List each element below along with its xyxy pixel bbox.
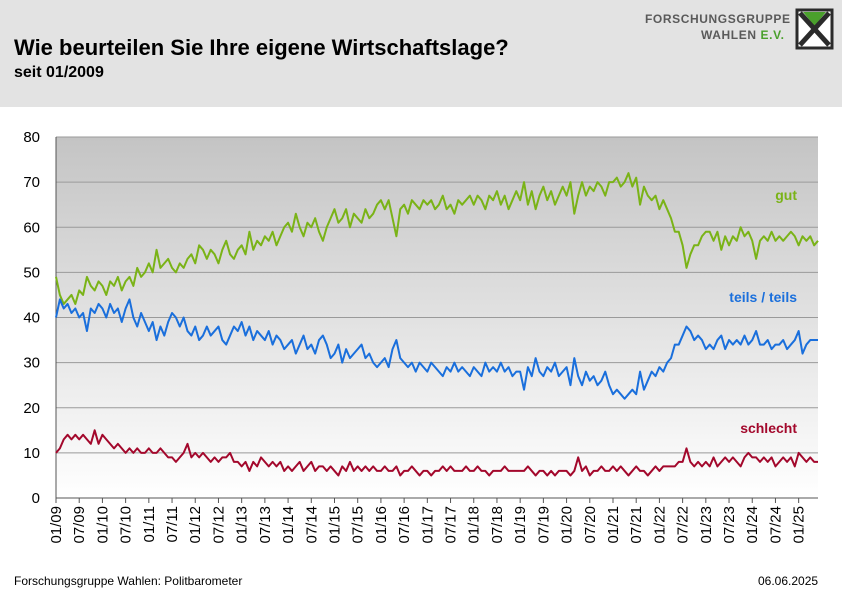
x-tick-label: 01/25 — [791, 506, 808, 544]
x-tick-label: 07/11 — [164, 506, 181, 542]
logo-text-line2: WAHLEN E.V. — [701, 28, 785, 42]
x-tick-label: 01/22 — [651, 506, 668, 544]
x-tick-label: 07/17 — [443, 506, 460, 544]
series-line-teils-teils — [55, 298, 818, 400]
x-tick-label: 07/23 — [721, 506, 738, 544]
footer-date: 06.06.2025 — [758, 574, 819, 588]
series-line-gut — [55, 172, 819, 305]
x-tick-label: 07/12 — [210, 506, 227, 544]
logo-text-line1: FORSCHUNGSGRUPPE — [645, 12, 791, 26]
series-label-gut: gut — [775, 187, 797, 203]
x-tick-label: 01/16 — [373, 506, 390, 544]
logo-ev: E.V. — [760, 28, 785, 42]
series-label-schlecht: schlecht — [740, 420, 797, 436]
y-tick-label: 60 — [23, 219, 40, 236]
y-tick-label: 70 — [23, 174, 40, 191]
y-tick-label: 40 — [23, 310, 40, 327]
x-tick-label: 07/15 — [350, 506, 367, 544]
header-bar: Wie beurteilen Sie Ihre eigene Wirtschaf… — [0, 0, 842, 107]
x-tick-label: 07/10 — [118, 506, 135, 544]
x-tick-label: 07/09 — [71, 506, 88, 544]
x-tick-label: 07/20 — [582, 506, 599, 544]
x-tick-label: 01/12 — [187, 506, 204, 544]
y-tick-label: 20 — [23, 400, 40, 417]
x-tick-label: 01/11 — [141, 506, 158, 542]
logo-mark-icon — [795, 8, 834, 50]
logo-wahlen: WAHLEN — [701, 28, 757, 42]
x-tick-label: 07/21 — [628, 506, 645, 544]
chart-subtitle: seit 01/2009 — [14, 64, 104, 81]
x-tick-label: 07/14 — [303, 506, 320, 544]
x-tick-label: 01/21 — [605, 506, 622, 544]
footer-source: Forschungsgruppe Wahlen: Politbarometer — [14, 574, 243, 588]
x-tick-label: 01/09 — [48, 506, 65, 544]
x-tick-label: 07/13 — [257, 506, 274, 544]
x-tick-label: 01/14 — [280, 506, 297, 544]
y-tick-label: 0 — [32, 490, 40, 507]
x-tick-label: 01/20 — [559, 506, 576, 544]
x-tick-label: 01/15 — [326, 506, 343, 544]
x-tick-label: 01/24 — [744, 506, 761, 544]
y-tick-label: 80 — [23, 129, 40, 146]
x-tick-label: 07/22 — [675, 506, 692, 544]
y-tick-label: 30 — [23, 355, 40, 372]
series-label-teils-teils: teils / teils — [729, 289, 797, 305]
x-tick-label: 01/10 — [94, 506, 111, 544]
x-tick-label: 07/16 — [396, 506, 413, 544]
x-tick-label: 07/18 — [489, 506, 506, 544]
line-chart: 0 10 20 30 40 50 60 70 80 01/09 07/09 01/10 07/10 01/… — [23, 129, 819, 544]
chart-title: Wie beurteilen Sie Ihre eigene Wirtschaf… — [14, 35, 509, 60]
x-tick-label: 01/23 — [698, 506, 715, 544]
x-tick-label: 01/13 — [234, 506, 251, 544]
y-tick-label: 50 — [23, 264, 40, 281]
series-line-schlecht — [55, 429, 818, 477]
x-tick-label: 01/17 — [419, 506, 436, 544]
x-tick-label: 01/18 — [466, 506, 483, 544]
x-tick-label: 07/24 — [767, 506, 784, 544]
x-tick-label: 07/19 — [535, 506, 552, 544]
x-tick-label: 01/19 — [512, 506, 529, 544]
y-tick-label: 10 — [23, 445, 40, 462]
